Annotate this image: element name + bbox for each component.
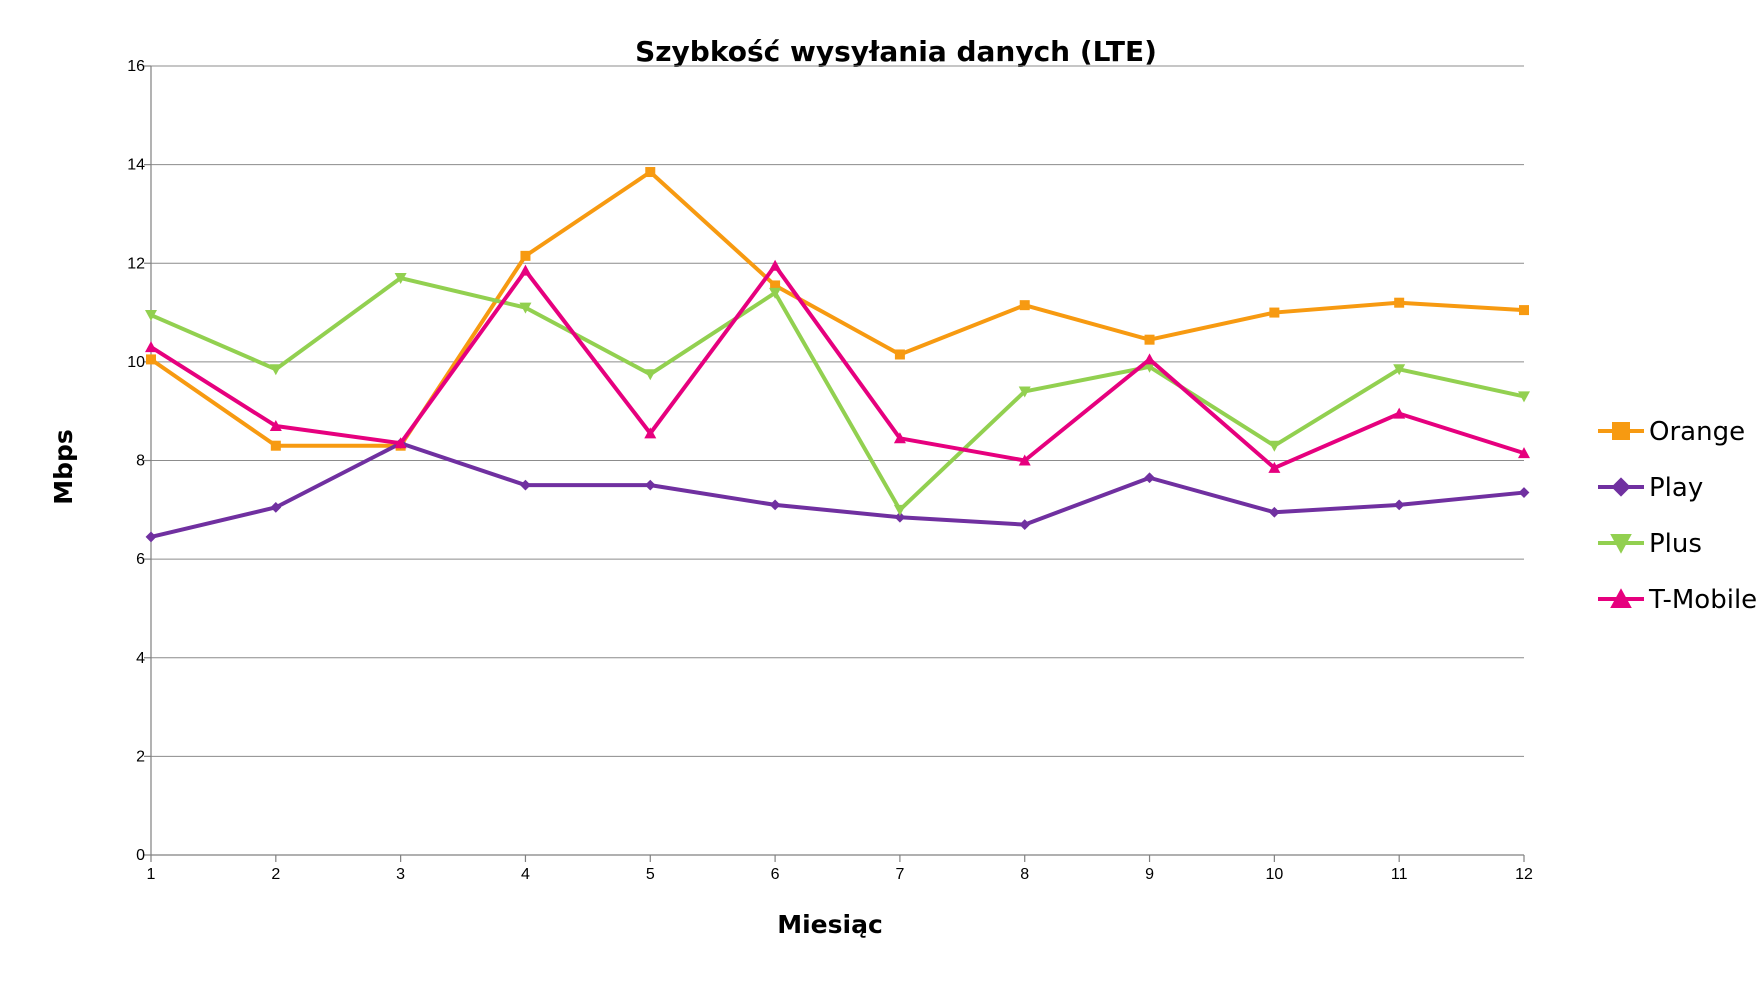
data-point-t-mobile bbox=[1518, 447, 1530, 459]
data-point-orange bbox=[645, 167, 656, 178]
data-point-orange bbox=[894, 349, 905, 360]
x-tick-label: 3 bbox=[396, 866, 405, 883]
legend-marker bbox=[1610, 534, 1632, 554]
data-point-orange bbox=[1019, 300, 1030, 311]
data-point-plus bbox=[394, 273, 407, 285]
data-point-t-mobile bbox=[1018, 454, 1031, 466]
data-point-t-mobile bbox=[145, 341, 157, 353]
legend-label: Play bbox=[1649, 473, 1703, 503]
data-point-t-mobile bbox=[1393, 407, 1406, 419]
data-point-play bbox=[769, 499, 781, 511]
data-point-play bbox=[1268, 506, 1280, 518]
legend-label: Orange bbox=[1649, 417, 1745, 447]
data-point-play bbox=[270, 501, 282, 513]
data-point-plus bbox=[893, 504, 906, 516]
y-tick-label: 10 bbox=[127, 354, 145, 371]
y-axis-ticks: 0 2 4 6 8 10 12 14 16 bbox=[127, 58, 151, 864]
y-tick-label: 8 bbox=[136, 453, 145, 470]
data-point-plus bbox=[1018, 386, 1031, 398]
data-point-plus bbox=[644, 369, 657, 381]
legend-item-t-mobile: T-Mobile bbox=[1598, 585, 1757, 615]
legend-label: Plus bbox=[1649, 529, 1702, 559]
legend-item-orange: Orange bbox=[1598, 417, 1745, 447]
legend-label: T-Mobile bbox=[1648, 585, 1757, 615]
y-tick-label: 0 bbox=[136, 847, 145, 864]
y-tick-label: 2 bbox=[136, 748, 145, 765]
data-point-plus bbox=[145, 310, 157, 322]
data-point-plus bbox=[1518, 391, 1530, 403]
data-point-orange bbox=[520, 250, 531, 261]
data-point-plus bbox=[1393, 364, 1406, 376]
y-tick-label: 6 bbox=[136, 551, 145, 568]
data-point-t-mobile bbox=[269, 419, 282, 431]
x-axis-title: Miesiąc bbox=[777, 910, 883, 939]
data-point-play bbox=[1019, 519, 1031, 531]
y-tick-label: 4 bbox=[136, 650, 145, 667]
data-point-orange bbox=[1269, 307, 1280, 318]
x-tick-label: 9 bbox=[1145, 866, 1154, 883]
y-axis-title: Mbps bbox=[49, 429, 78, 505]
x-tick-label: 12 bbox=[1515, 866, 1533, 883]
data-point-orange bbox=[1394, 297, 1405, 308]
series-t-mobile bbox=[145, 259, 1530, 473]
data-point-orange bbox=[146, 354, 156, 365]
series-play bbox=[145, 437, 1530, 543]
series-line-plus bbox=[150, 276, 1525, 512]
data-point-t-mobile bbox=[893, 432, 906, 444]
y-tick-label: 12 bbox=[127, 255, 145, 272]
legend: Orange Play Plus T-Mobile bbox=[1598, 417, 1757, 615]
x-tick-label: 2 bbox=[271, 866, 280, 883]
data-point-plus bbox=[519, 302, 532, 314]
x-tick-label: 4 bbox=[521, 866, 530, 883]
data-point-play bbox=[1518, 487, 1530, 498]
legend-marker bbox=[1610, 588, 1632, 608]
data-point-play bbox=[894, 511, 906, 523]
data-point-play bbox=[520, 479, 531, 491]
data-point-play bbox=[1144, 472, 1155, 484]
x-tick-label: 8 bbox=[1020, 866, 1029, 883]
data-point-t-mobile bbox=[644, 427, 657, 439]
data-point-orange bbox=[1144, 334, 1155, 345]
x-tick-label: 1 bbox=[147, 866, 156, 883]
legend-item-play: Play bbox=[1598, 473, 1703, 503]
data-point-play bbox=[1393, 499, 1405, 511]
x-tick-label: 11 bbox=[1391, 866, 1408, 883]
data-point-t-mobile bbox=[769, 259, 782, 271]
legend-marker bbox=[1611, 477, 1631, 497]
series-line-t-mobile bbox=[149, 263, 1525, 470]
data-point-plus bbox=[769, 287, 782, 299]
series-orange bbox=[146, 167, 1529, 451]
data-point-plus bbox=[1268, 440, 1281, 452]
data-point-t-mobile bbox=[519, 264, 532, 276]
x-tick-label: 7 bbox=[895, 866, 904, 883]
data-point-orange bbox=[1519, 305, 1529, 316]
data-point-t-mobile bbox=[1268, 461, 1281, 473]
legend-marker bbox=[1612, 422, 1630, 440]
data-point-orange bbox=[770, 280, 781, 291]
series-layer bbox=[145, 167, 1530, 543]
data-point-play bbox=[644, 479, 656, 491]
y-tick-label: 16 bbox=[127, 58, 145, 75]
y-tick-label: 14 bbox=[127, 157, 145, 174]
data-point-orange bbox=[270, 440, 281, 451]
gridlines bbox=[151, 65, 1524, 757]
x-tick-label: 10 bbox=[1265, 866, 1283, 883]
series-line-play bbox=[150, 441, 1525, 539]
x-tick-label: 6 bbox=[771, 866, 780, 883]
series-line-orange bbox=[149, 170, 1525, 448]
x-axis-ticks: 1 2 3 4 5 6 7 8 9 10 11 12 bbox=[147, 855, 1533, 883]
x-tick-label: 5 bbox=[646, 866, 655, 883]
data-point-t-mobile bbox=[1143, 353, 1156, 365]
chart-title: Szybkość wysyłania danych (LTE) bbox=[635, 35, 1157, 68]
data-point-plus bbox=[269, 364, 282, 376]
data-point-play bbox=[145, 531, 157, 543]
data-point-t-mobile bbox=[394, 437, 407, 449]
legend-item-plus: Plus bbox=[1598, 529, 1702, 559]
